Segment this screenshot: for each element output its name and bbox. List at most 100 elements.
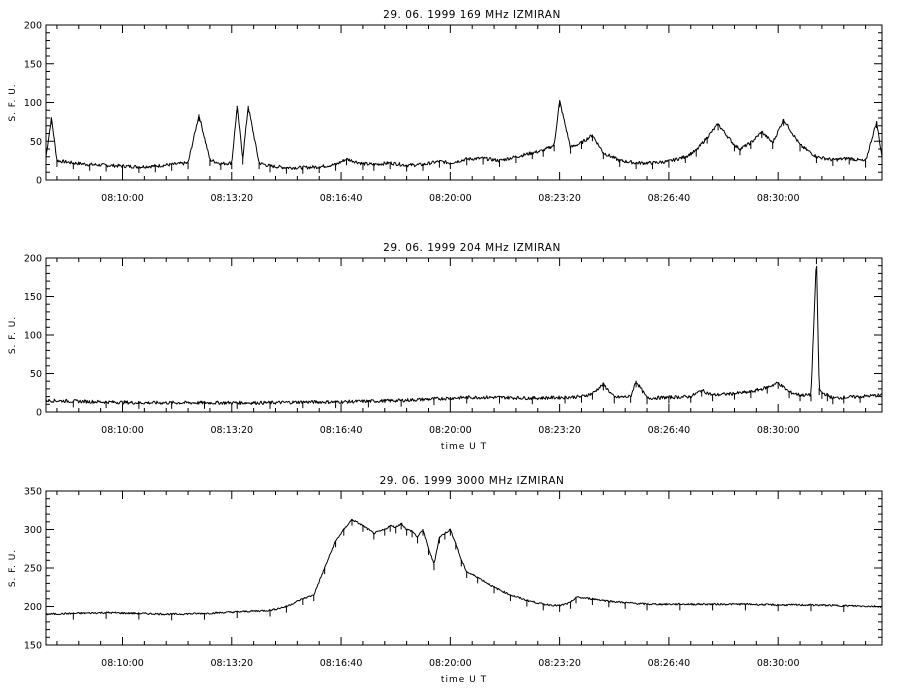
- data-point: [334, 163, 337, 166]
- data-point: [269, 165, 271, 167]
- y-tick-label: 250: [24, 564, 42, 575]
- x-tick-label: 08:20:00: [429, 658, 472, 669]
- data-point: [777, 382, 779, 384]
- chart-panel-3: 29. 06. 1999 3000 MHz IZMIRAN S. F. U. tim…: [8, 475, 883, 685]
- data-point: [848, 157, 850, 159]
- data-point: [646, 397, 648, 399]
- data-point: [875, 121, 878, 123]
- data-point: [105, 612, 107, 614]
- data-point: [236, 105, 238, 107]
- x-tick-label: 08:23:20: [538, 425, 581, 436]
- data-point: [865, 160, 867, 162]
- data-point: [810, 604, 812, 606]
- plot-frame: [45, 24, 883, 181]
- y-axis-label: S. F. U.: [8, 316, 18, 354]
- data-point: [466, 158, 468, 160]
- data-point: [72, 400, 74, 402]
- data-point: [258, 162, 260, 164]
- data-point: [411, 530, 413, 532]
- data-point: [236, 611, 238, 613]
- data-point: [602, 383, 604, 385]
- y-tick-label: 100: [24, 98, 42, 109]
- data-point: [739, 148, 741, 150]
- data-point: [422, 163, 424, 166]
- y-tick-label: 200: [24, 21, 42, 32]
- data-point: [400, 522, 402, 524]
- data-point: [668, 160, 670, 162]
- data-point: [449, 528, 451, 531]
- data-point: [482, 157, 484, 159]
- data-point: [569, 146, 572, 149]
- data-point: [580, 396, 583, 398]
- data-point: [668, 396, 670, 398]
- y-tick-label: 50: [30, 369, 42, 380]
- x-tick-label: 08:30:00: [757, 658, 800, 669]
- data-point: [493, 586, 495, 588]
- data-point: [706, 136, 708, 138]
- chart-title: 29. 06. 1999 169 MHz IZMIRAN: [383, 9, 561, 21]
- y-tick-label: 200: [24, 602, 42, 613]
- data-point: [608, 600, 610, 602]
- data-point: [761, 131, 763, 133]
- x-axis-label: time U T: [441, 675, 487, 685]
- data-point: [777, 604, 779, 606]
- data-point: [406, 528, 408, 531]
- data-point: [832, 397, 834, 399]
- y-tick-label: 50: [30, 137, 42, 148]
- data-point: [187, 162, 189, 164]
- data-point: [799, 394, 801, 396]
- data-point: [690, 396, 692, 398]
- data-point: [635, 380, 637, 382]
- data-point: [559, 605, 561, 607]
- data-point: [389, 525, 391, 527]
- data-point: [843, 605, 845, 607]
- data-point: [733, 392, 736, 395]
- data-point: [526, 599, 528, 601]
- data-point: [466, 396, 468, 398]
- data-point: [498, 396, 501, 398]
- data-point: [138, 612, 140, 615]
- x-tick-label: 08:20:00: [429, 193, 472, 204]
- data-point: [619, 160, 621, 162]
- data-point: [367, 400, 369, 402]
- data-point: [460, 559, 462, 561]
- data-point: [613, 396, 615, 398]
- plot-frame: [45, 490, 883, 646]
- data-point: [416, 536, 419, 538]
- y-tick-label: 150: [24, 641, 42, 652]
- data-point: [859, 396, 861, 398]
- data-point: [154, 165, 156, 167]
- data-point: [400, 399, 402, 402]
- data-point: [302, 401, 304, 403]
- data-point: [45, 613, 47, 615]
- data-point: [198, 114, 200, 116]
- x-tick-label: 08:26:40: [648, 193, 691, 204]
- x-tick-label: 08:10:00: [101, 425, 144, 436]
- data-point: [269, 609, 271, 611]
- data-point: [209, 159, 211, 161]
- data-point: [818, 388, 820, 390]
- data-point: [203, 402, 206, 404]
- data-point: [362, 525, 364, 527]
- data-point: [138, 166, 140, 168]
- data-point: [269, 402, 271, 404]
- data-point: [559, 100, 561, 102]
- data-point: [285, 605, 288, 608]
- data-point: [733, 144, 736, 146]
- data-point: [455, 542, 457, 544]
- data-point: [351, 518, 353, 521]
- data-point: [542, 603, 544, 605]
- data-point: [772, 142, 774, 144]
- data-point: [881, 605, 883, 608]
- data-point: [531, 152, 533, 154]
- data-point: [343, 528, 345, 531]
- x-tick-label: 08:13:20: [210, 658, 253, 669]
- data-point: [50, 117, 53, 119]
- x-tick-label: 08:26:40: [648, 425, 691, 436]
- data-point: [345, 158, 348, 160]
- data-point: [591, 598, 594, 600]
- data-point: [564, 396, 566, 398]
- x-tick-label: 08:26:40: [648, 658, 691, 669]
- data-point: [810, 394, 812, 396]
- data-point: [580, 142, 583, 144]
